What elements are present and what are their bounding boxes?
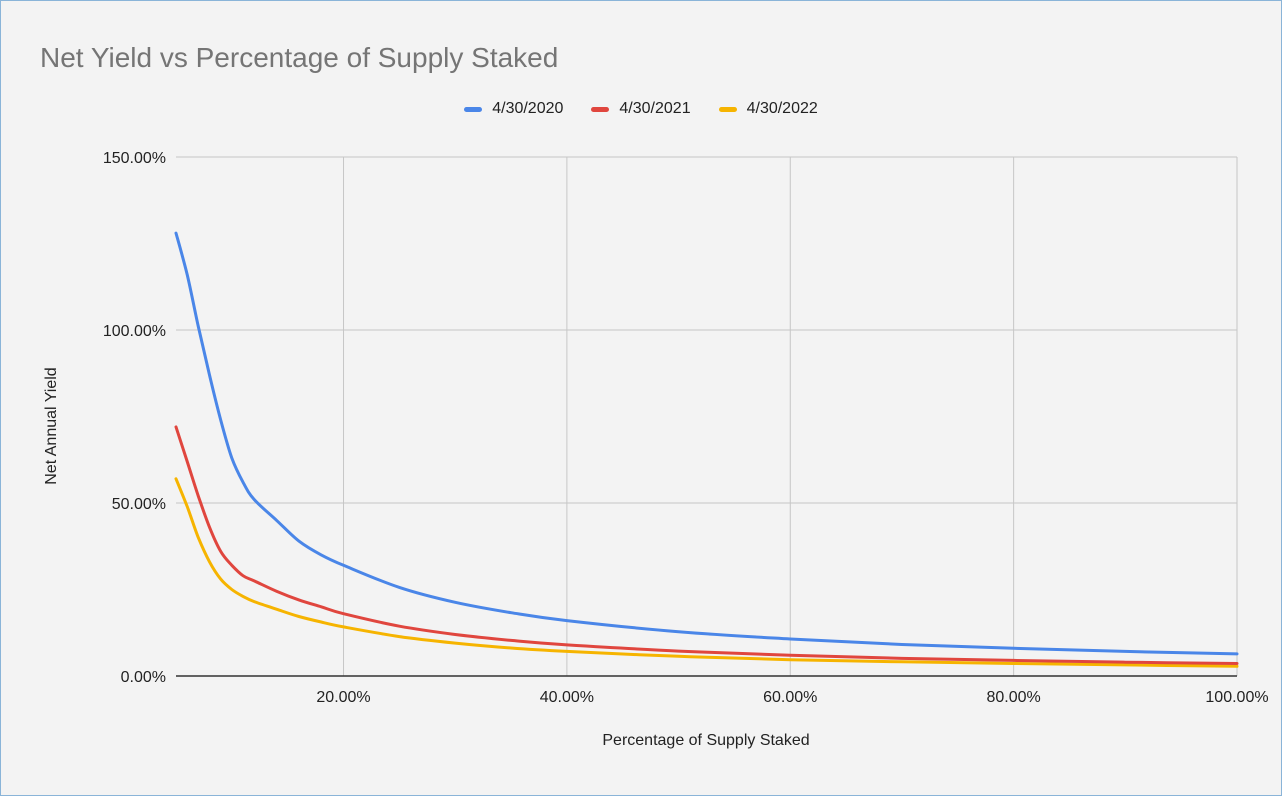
legend-item-2020[interactable]: 4/30/2020 [464, 100, 563, 118]
legend-label: 4/30/2020 [492, 100, 564, 117]
x-tick-label: 80.00% [986, 689, 1040, 706]
x-tick-label: 20.00% [316, 689, 370, 706]
series-line-4-30-2020 [174, 231, 1239, 656]
y-tick-label: 50.00% [112, 496, 166, 513]
series-line-4-30-2022 [174, 477, 1239, 668]
x-tick-label: 60.00% [763, 689, 817, 706]
x-tick-label: 100.00% [1205, 689, 1268, 706]
legend-item-2021[interactable]: 4/30/2021 [591, 100, 691, 118]
legend-item-2022[interactable]: 4/30/2022 [718, 100, 818, 118]
x-tick-label: 40.00% [540, 689, 594, 706]
y-tick-label: 0.00% [121, 669, 166, 686]
legend: 4/30/2020 4/30/2021 4/30/2022 [0, 100, 1282, 118]
x-axis-label: Percentage of Supply Staked [602, 732, 810, 749]
series-line-4-30-2021 [174, 425, 1239, 665]
y-tick-label: 100.00% [103, 323, 166, 340]
chart-title: Net Yield vs Percentage of Supply Staked [40, 42, 559, 73]
y-tick-label: 150.00% [103, 150, 166, 167]
y-axis-label: Net Annual Yield [43, 367, 60, 485]
legend-swatch [591, 106, 610, 112]
legend-swatch [718, 106, 737, 112]
legend-swatch [464, 106, 483, 112]
legend-label: 4/30/2021 [619, 100, 691, 117]
legend-label: 4/30/2022 [746, 100, 818, 117]
